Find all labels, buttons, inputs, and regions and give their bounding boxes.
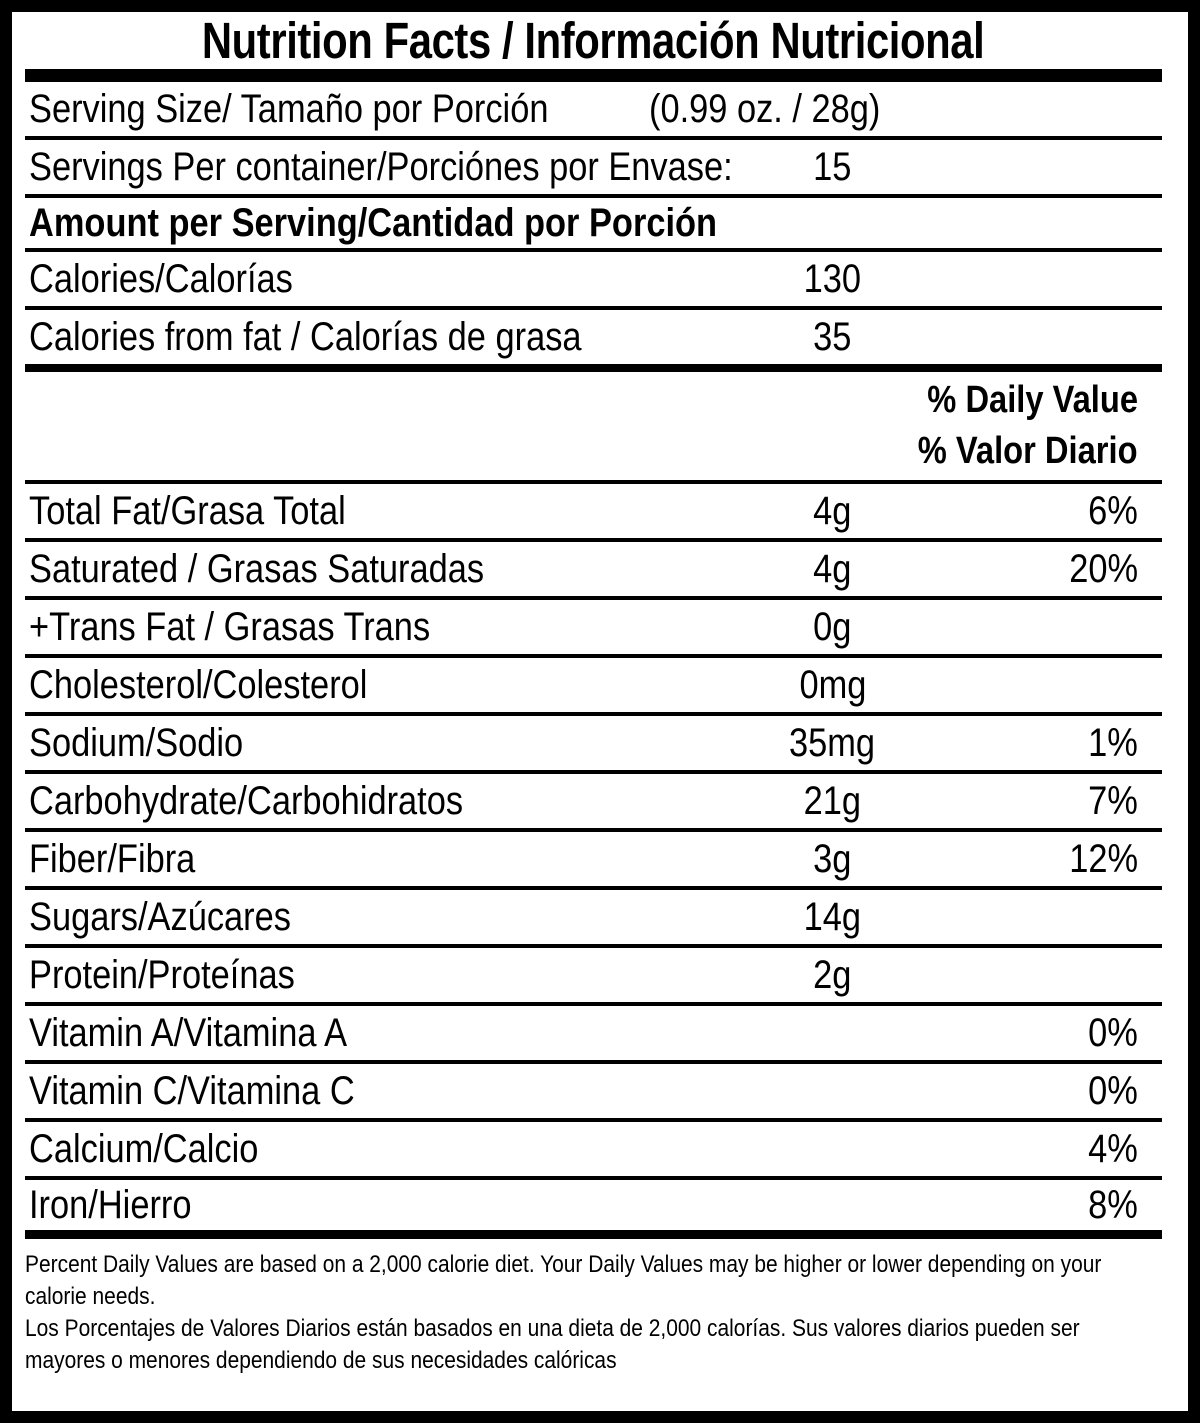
nutrient-row-trans-fat: +Trans Fat / Grasas Trans 0g <box>25 600 1162 658</box>
nutrient-row-carbohydrate: Carbohydrate/Carbohidratos 21g 7% <box>25 774 1162 832</box>
nutrient-row-vitamin-c: Vitamin C/Vitamina C 0% <box>25 1064 1162 1122</box>
nutrient-amount: 0g <box>813 604 852 649</box>
nutrient-label: Fiber/Fibra <box>29 836 196 881</box>
nutrient-dv: 1% <box>1088 720 1138 765</box>
title-divider-bar <box>25 69 1162 82</box>
nutrient-row-total-fat: Total Fat/Grasa Total 4g 6% <box>25 484 1162 542</box>
nutrient-label: +Trans Fat / Grasas Trans <box>29 604 431 649</box>
calories-from-fat-value: 35 <box>813 314 852 359</box>
nutrient-label: Sodium/Sodio <box>29 720 244 765</box>
servings-per-container-label: Servings Per container/Porciónes por Env… <box>29 144 733 189</box>
nutrient-row-calcium: Calcium/Calcio 4% <box>25 1122 1162 1180</box>
nutrient-amount: 35mg <box>789 720 876 765</box>
label-title: Nutrition Facts / Información Nutriciona… <box>202 12 985 69</box>
calories-from-fat-label: Calories from fat / Calorías de grasa <box>29 314 582 359</box>
nutrient-label: Vitamin A/Vitamina A <box>29 1010 348 1055</box>
nutrient-label: Protein/Proteínas <box>29 952 295 997</box>
daily-value-header-block: % Daily Value % Valor Diario <box>25 372 1162 484</box>
serving-size-row: Serving Size/ Tamaño por Porción (0.99 oz… <box>25 82 1162 140</box>
amount-per-serving-header: Amount per Serving/Cantidad por Porción <box>29 200 718 245</box>
footnote-divider-bar <box>25 1230 1162 1239</box>
nutrient-row-fiber: Fiber/Fibra 3g 12% <box>25 832 1162 890</box>
nutrient-dv: 6% <box>1088 488 1138 533</box>
calories-value: 130 <box>803 256 862 301</box>
nutrient-row-protein: Protein/Proteínas 2g <box>25 948 1162 1006</box>
nutrient-label: Sugars/Azúcares <box>29 894 291 939</box>
servings-per-container-value-cell: 15 <box>685 145 980 190</box>
nutrient-label: Calcium/Calcio <box>29 1126 259 1171</box>
calories-label: Calories/Calorías <box>29 256 293 301</box>
section-divider-bar <box>25 364 1162 372</box>
nutrient-amount: 4g <box>813 488 852 533</box>
footnote-spanish: Los Porcentajes de Valores Diarios están… <box>25 1315 1080 1374</box>
nutrient-label: Vitamin C/Vitamina C <box>29 1068 355 1113</box>
nutrient-dv: 0% <box>1088 1010 1138 1055</box>
nutrient-label: Saturated / Grasas Saturadas <box>29 546 485 591</box>
nutrient-row-saturated-fat: Saturated / Grasas Saturadas 4g 20% <box>25 542 1162 600</box>
servings-per-container-value: 15 <box>813 144 852 189</box>
label-title-row: Nutrition Facts / Información Nutriciona… <box>25 12 1162 69</box>
nutrient-row-cholesterol: Cholesterol/Colesterol 0mg <box>25 658 1162 716</box>
nutrient-dv: 7% <box>1088 778 1138 823</box>
serving-size-value: (0.99 oz. / 28g) <box>649 86 881 131</box>
servings-per-container-row: Servings Per container/Porciónes por Env… <box>25 140 1162 198</box>
amount-per-serving-header-row: Amount per Serving/Cantidad por Porción <box>25 198 1162 252</box>
nutrient-dv: 4% <box>1088 1126 1138 1171</box>
nutrient-row-iron: Iron/Hierro 8% <box>25 1180 1162 1230</box>
nutrient-amount: 2g <box>813 952 852 997</box>
amount-per-serving-header-cell: Amount per Serving/Cantidad por Porción <box>25 201 1162 246</box>
nutrient-row-vitamin-a: Vitamin A/Vitamina A 0% <box>25 1006 1162 1064</box>
nutrient-amount: 3g <box>813 836 852 881</box>
daily-value-header-es: % Valor Diario <box>918 429 1138 472</box>
nutrient-amount: 14g <box>803 894 862 939</box>
nutrient-amount: 4g <box>813 546 852 591</box>
nutrient-label: Total Fat/Grasa Total <box>29 488 346 533</box>
footnote-block: Percent Daily Values are based on a 2,00… <box>25 1239 1162 1377</box>
calories-from-fat-row: Calories from fat / Calorías de grasa 35 <box>25 310 1162 364</box>
serving-size-label: Serving Size/ Tamaño por Porción <box>29 86 549 131</box>
daily-value-header-en: % Daily Value <box>927 379 1138 422</box>
footnote-english: Percent Daily Values are based on a 2,00… <box>25 1251 1102 1310</box>
nutrient-amount: 21g <box>803 778 862 823</box>
nutrient-dv: 8% <box>1088 1182 1138 1227</box>
nutrient-label: Iron/Hierro <box>29 1182 192 1227</box>
nutrient-label: Carbohydrate/Carbohidratos <box>29 778 464 823</box>
nutrient-dv: 0% <box>1088 1068 1138 1113</box>
servings-per-container-label-cell: Servings Per container/Porciónes por Env… <box>25 145 733 190</box>
nutrient-label: Cholesterol/Colesterol <box>29 662 368 707</box>
nutrient-dv: 12% <box>1069 836 1138 881</box>
serving-size-cell: Serving Size/ Tamaño por Porción (0.99 oz… <box>25 87 1162 132</box>
nutrient-row-sugars: Sugars/Azúcares 14g <box>25 890 1162 948</box>
nutrient-row-sodium: Sodium/Sodio 35mg 1% <box>25 716 1162 774</box>
nutrient-amount: 0mg <box>799 662 866 707</box>
calories-row: Calories/Calorías 130 <box>25 252 1162 310</box>
nutrient-dv: 20% <box>1069 546 1138 591</box>
